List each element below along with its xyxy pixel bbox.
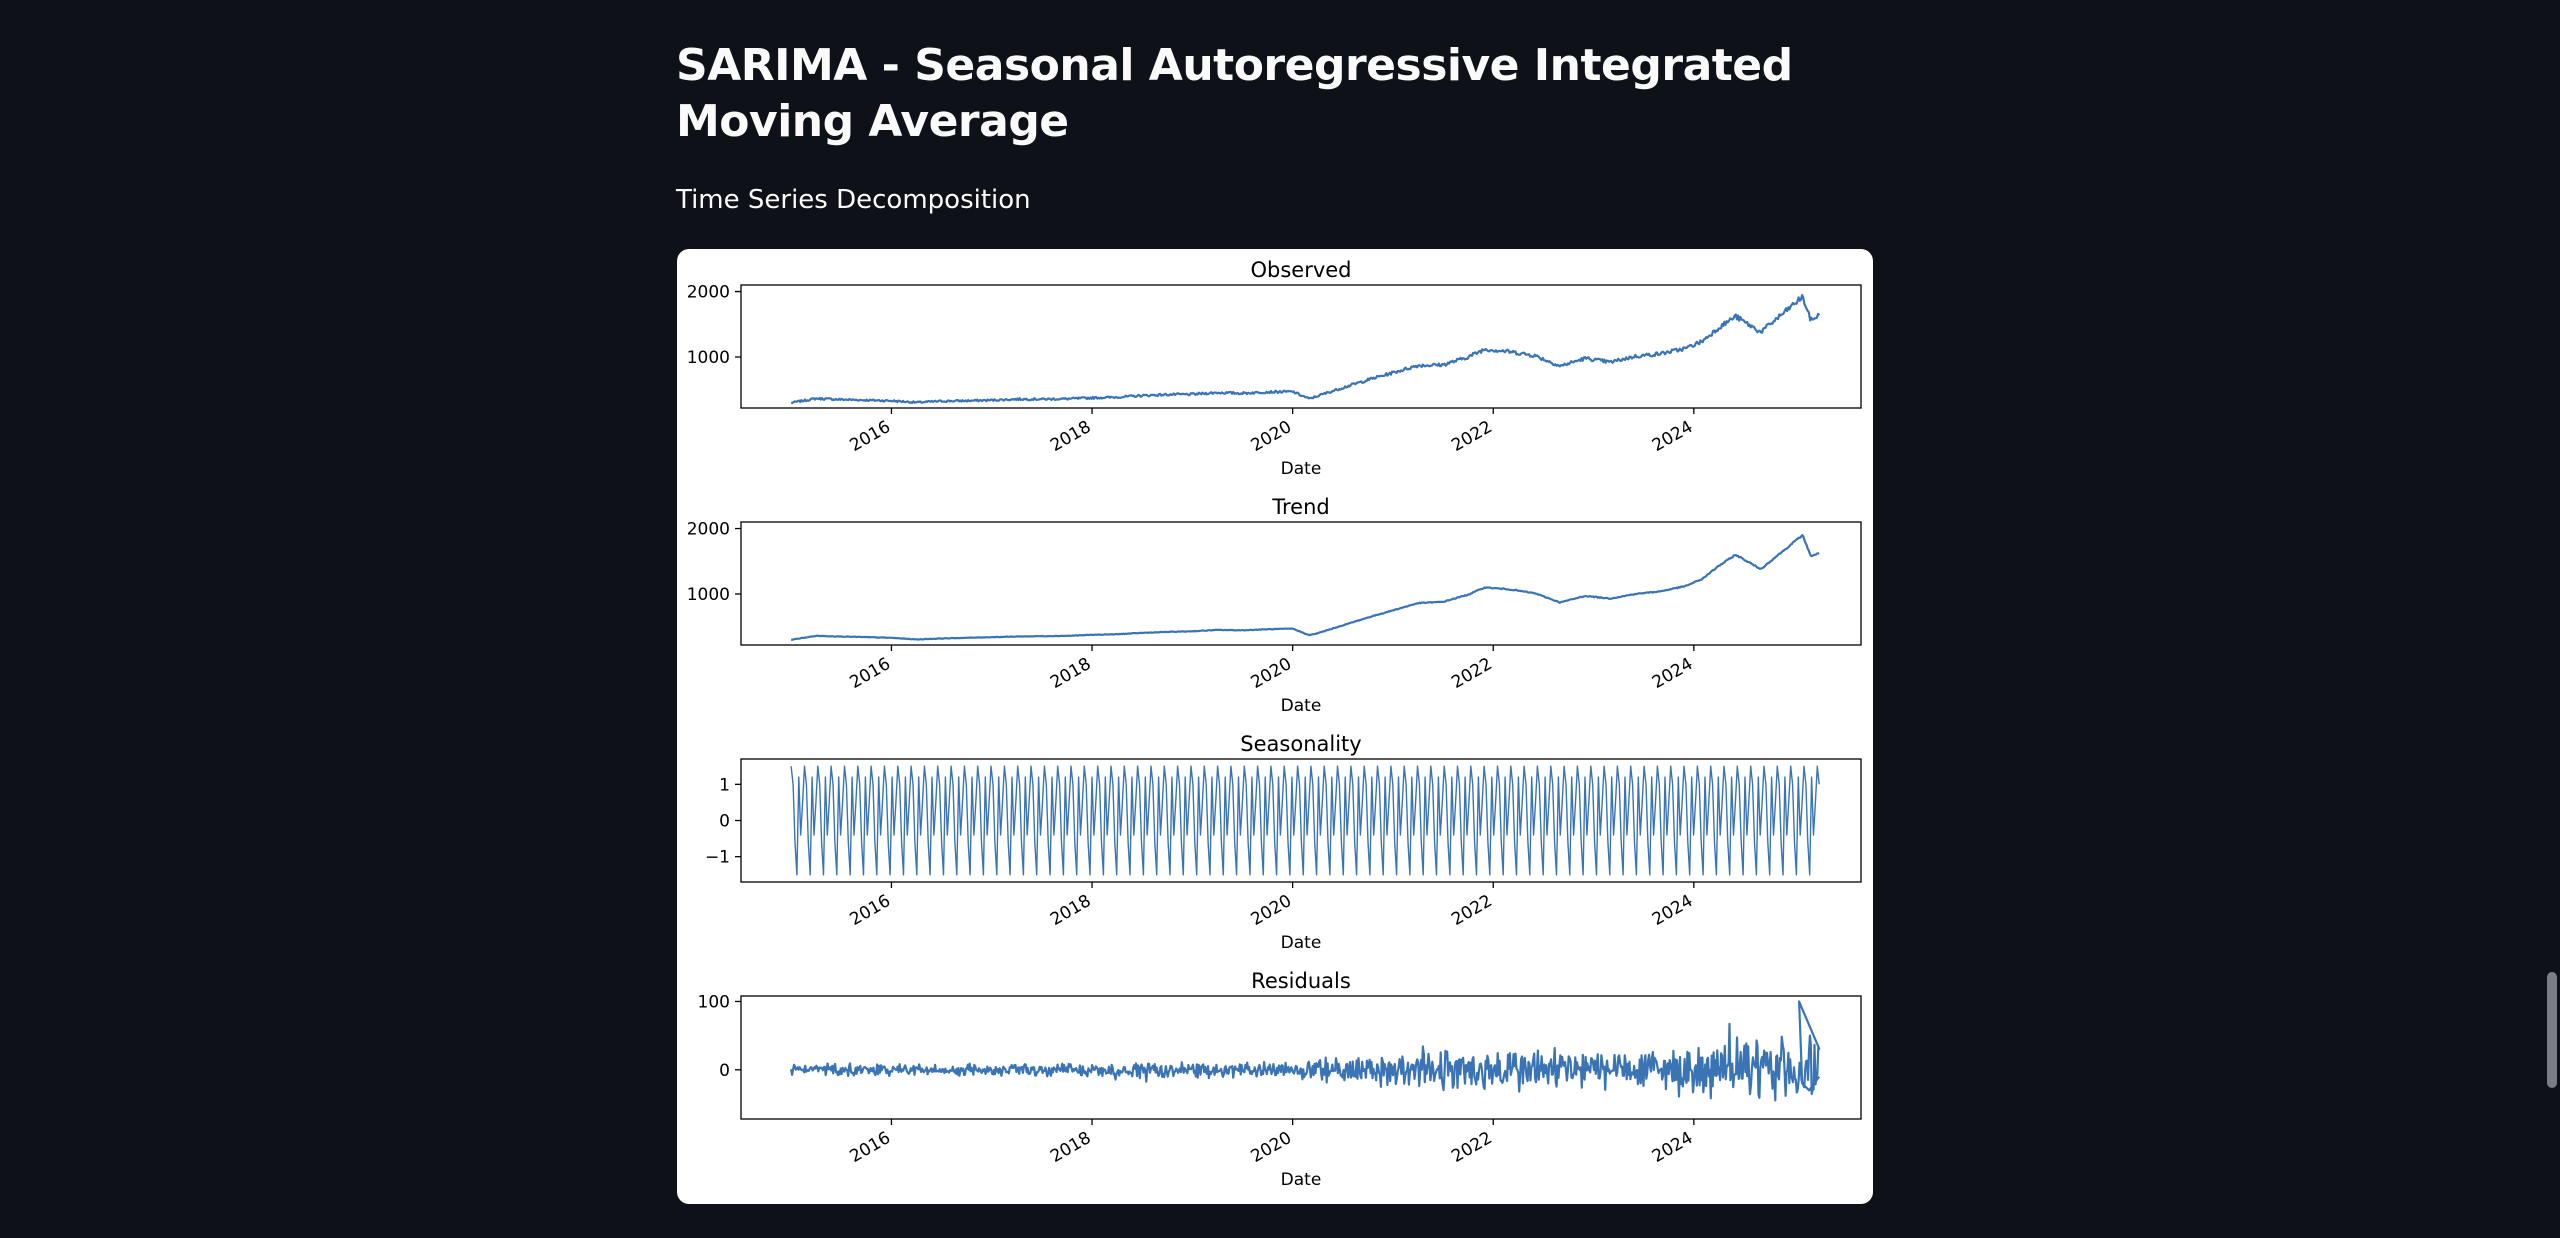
page-scrollbar[interactable] — [2544, 0, 2560, 1238]
y-tick-label: 2000 — [687, 520, 730, 540]
y-tick-label: −1 — [705, 848, 730, 868]
page-title: SARIMA - Seasonal Autoregressive Integra… — [676, 40, 1793, 147]
x-axis-label: Date — [1281, 696, 1322, 716]
plot-frame — [740, 284, 1862, 409]
x-tick-label: 2022 — [1448, 1128, 1495, 1167]
x-tick-label: 2024 — [1649, 891, 1696, 930]
series-line — [790, 1000, 1821, 1102]
x-tick-label: 2018 — [1047, 417, 1094, 456]
decomposition-figure: Observed 1000 2000 2016 2018 2020 2022 2024 Date… — [677, 249, 1873, 1204]
chart-panel-trend: Trend 1000 2000 2016 2018 2020 2022 2024 Date — [687, 495, 1862, 716]
x-tick-label: 2020 — [1248, 891, 1295, 930]
chart-title: Trend — [1271, 495, 1329, 519]
y-tick-label: 1000 — [687, 585, 730, 605]
plot-frame — [740, 521, 1862, 646]
chart-panel-observed: Observed 1000 2000 2016 2018 2020 2022 2024 Date — [687, 258, 1862, 479]
x-tick-label: 2024 — [1649, 417, 1696, 456]
plot-frame — [740, 995, 1862, 1120]
x-tick-label: 2016 — [846, 654, 893, 693]
x-tick-label: 2018 — [1047, 654, 1094, 693]
x-tick-label: 2018 — [1047, 891, 1094, 930]
y-tick-label: 1000 — [687, 348, 730, 368]
x-axis-label: Date — [1281, 459, 1322, 479]
series-line — [790, 765, 1820, 876]
x-tick-label: 2016 — [846, 891, 893, 930]
series-line — [791, 534, 1820, 641]
series-line — [790, 294, 1821, 404]
y-tick-label: 100 — [698, 992, 730, 1012]
y-tick-label: 0 — [719, 812, 730, 832]
section-subheader: Time Series Decomposition — [676, 185, 1031, 215]
x-axis-label: Date — [1281, 1170, 1322, 1190]
x-tick-label: 2022 — [1448, 654, 1495, 693]
x-tick-label: 2020 — [1248, 1128, 1295, 1167]
chart-title: Seasonality — [1240, 732, 1361, 756]
chart-title: Residuals — [1251, 969, 1351, 993]
x-tick-label: 2018 — [1047, 1128, 1094, 1167]
x-tick-label: 2020 — [1248, 654, 1295, 693]
scrollbar-thumb[interactable] — [2547, 972, 2557, 1088]
x-tick-label: 2020 — [1248, 417, 1295, 456]
chart-panel-seasonality: Seasonality −1 0 1 2016 2018 2020 2022 2024 Date — [705, 732, 1862, 953]
x-tick-label: 2022 — [1448, 417, 1495, 456]
x-tick-label: 2024 — [1649, 654, 1696, 693]
chart-title: Observed — [1250, 258, 1351, 282]
x-tick-label: 2024 — [1649, 1128, 1696, 1167]
y-tick-label: 1 — [719, 775, 730, 795]
chart-panel-residuals: Residuals 0 100 2016 2018 2020 2022 2024 Date — [698, 969, 1862, 1190]
x-tick-label: 2022 — [1448, 891, 1495, 930]
y-tick-label: 0 — [719, 1061, 730, 1081]
x-tick-label: 2016 — [846, 417, 893, 456]
x-tick-label: 2016 — [846, 1128, 893, 1167]
y-tick-label: 2000 — [687, 283, 730, 303]
x-axis-label: Date — [1281, 933, 1322, 953]
